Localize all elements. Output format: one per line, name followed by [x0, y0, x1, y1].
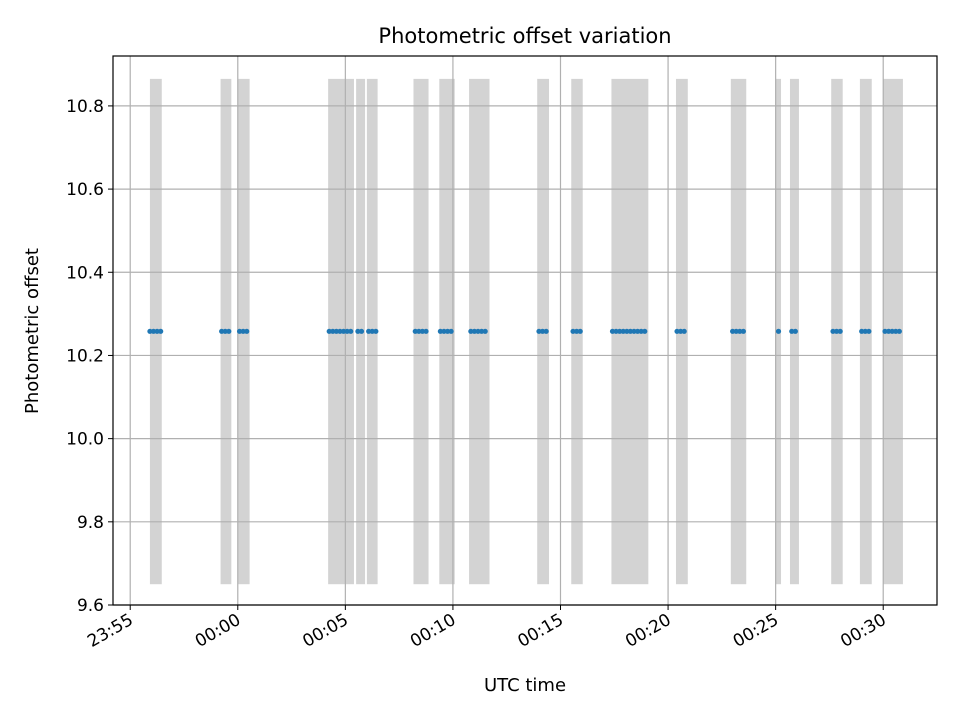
data-point	[678, 328, 684, 334]
data-point	[730, 328, 736, 334]
data-point	[792, 328, 798, 334]
data-point	[333, 328, 339, 334]
data-point	[348, 328, 354, 334]
y-axis-ticks: 9.6 9.8 10.0 10.2 10.4 10.6 10.8	[66, 97, 113, 616]
y-axis-label: Photometric offset	[22, 248, 43, 414]
data-point	[236, 328, 243, 334]
data-point	[866, 328, 872, 334]
y-tick-label: 10.2	[66, 346, 104, 366]
data-point	[369, 328, 375, 334]
data-point	[244, 328, 250, 334]
data-point	[631, 328, 637, 334]
data-point	[613, 328, 619, 334]
data-point	[896, 328, 902, 334]
data-point	[674, 328, 680, 334]
data-point	[416, 328, 422, 334]
data-point	[638, 328, 644, 334]
data-point	[326, 328, 332, 334]
y-tick-label: 10.0	[66, 430, 104, 450]
y-tick-label: 9.8	[77, 513, 104, 533]
data-point	[423, 328, 429, 334]
data-point	[219, 328, 225, 334]
data-point	[448, 328, 454, 334]
data-point	[574, 328, 580, 334]
y-tick-label: 10.4	[66, 263, 104, 283]
data-point	[373, 328, 379, 334]
data-point	[222, 328, 228, 334]
data-point	[358, 328, 365, 334]
data-point	[344, 328, 350, 334]
data-point	[536, 328, 542, 334]
data-point	[158, 328, 164, 334]
data-point	[330, 328, 336, 334]
data-point	[366, 328, 372, 334]
data-point	[893, 328, 899, 334]
data-point	[862, 328, 868, 334]
data-point	[733, 328, 739, 334]
data-point	[482, 328, 488, 334]
data-point	[355, 328, 361, 334]
data-point	[147, 328, 153, 334]
data-point	[577, 328, 583, 334]
data-point	[627, 328, 634, 334]
data-point	[539, 328, 546, 334]
data-point	[681, 328, 687, 334]
data-point	[150, 328, 157, 334]
data-point	[441, 328, 447, 334]
data-point	[620, 328, 626, 334]
data-point	[471, 328, 478, 334]
data-point	[737, 328, 743, 334]
data-point	[617, 328, 623, 334]
plot-frame	[112, 55, 938, 606]
data-point	[226, 328, 232, 334]
data-point	[789, 328, 795, 334]
data-point	[444, 328, 451, 334]
data-point	[775, 328, 782, 334]
x-axis-label: UTC time	[484, 675, 566, 696]
data-point	[634, 328, 641, 334]
data-point	[642, 328, 648, 334]
data-point	[859, 328, 865, 334]
data-point	[570, 328, 576, 334]
data-point	[437, 328, 443, 334]
y-tick-label: 9.6	[77, 596, 104, 616]
data-point	[885, 328, 892, 334]
data-point	[240, 328, 246, 334]
data-point	[740, 328, 746, 334]
data-point	[412, 328, 418, 334]
y-tick-label: 10.6	[66, 180, 104, 200]
data-point	[479, 328, 485, 334]
data-point	[154, 328, 160, 334]
data-point	[340, 328, 347, 334]
data-point	[475, 328, 481, 334]
data-point	[889, 328, 895, 334]
data-point	[833, 328, 840, 334]
data-point	[830, 328, 836, 334]
data-point	[419, 328, 426, 334]
data-points	[147, 328, 902, 334]
y-tick-label: 10.8	[66, 97, 104, 117]
data-point	[882, 328, 888, 334]
data-point	[543, 328, 549, 334]
data-point	[468, 328, 474, 334]
data-point	[609, 328, 616, 334]
data-point	[837, 328, 843, 334]
data-point	[624, 328, 630, 334]
chart-title: Photometric offset variation	[378, 24, 671, 48]
data-point	[337, 328, 343, 334]
